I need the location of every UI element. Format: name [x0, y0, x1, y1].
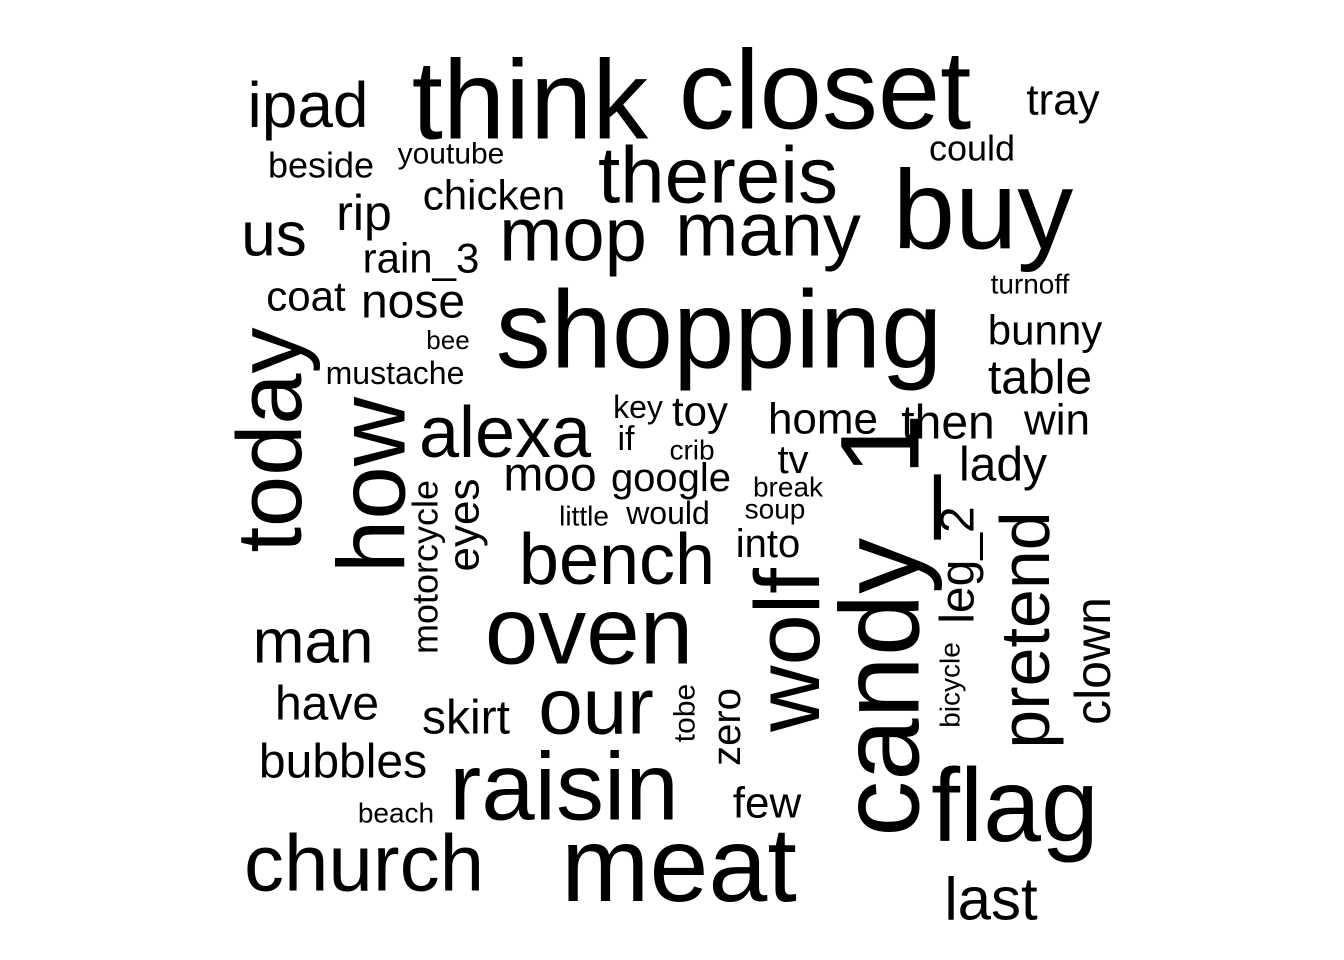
word-crib: crib — [669, 435, 714, 466]
word-leg-2: leg_2 — [932, 506, 985, 623]
word-could: could — [929, 128, 1015, 169]
word-church: church — [244, 819, 484, 908]
word-alexa: alexa — [419, 393, 592, 473]
word-bicycle: bicycle — [935, 642, 966, 728]
word-buy: buy — [893, 148, 1074, 273]
word-turnoff: turnoff — [991, 269, 1070, 300]
word-tray: tray — [1026, 76, 1099, 125]
word-clown: clown — [1065, 597, 1121, 725]
word-think: think — [412, 38, 650, 163]
word-google: google — [611, 456, 731, 500]
word-many: many — [675, 188, 861, 273]
word-skirt: skirt — [422, 692, 510, 745]
word-pretend: pretend — [986, 511, 1064, 748]
word-mop: mop — [499, 193, 647, 278]
word-break: break — [753, 472, 824, 503]
word-if: if — [618, 420, 636, 458]
word-zero: zero — [705, 688, 749, 766]
word-nose: nose — [361, 276, 465, 329]
word-chicken: chicken — [423, 172, 565, 219]
word-today: today — [219, 327, 321, 552]
word-thereis: thereis — [598, 131, 838, 220]
word-would: would — [625, 495, 710, 531]
word-oven: oven — [485, 578, 693, 685]
word-candy-1: candy_1 — [818, 413, 943, 836]
word-coat: coat — [266, 273, 346, 320]
word-win: win — [1023, 396, 1090, 445]
word-tv: tv — [777, 438, 808, 482]
word-key: key — [613, 389, 663, 425]
word-our: our — [538, 662, 654, 751]
word-mustache: mustache — [326, 355, 465, 391]
word-flag: flag — [931, 748, 1099, 864]
word-table: table — [988, 352, 1092, 405]
word-rip: rip — [336, 185, 392, 241]
word-beside: beside — [268, 145, 374, 186]
word-us: us — [241, 201, 306, 270]
word-home: home — [768, 395, 878, 444]
word-how: how — [319, 396, 426, 573]
word-beach: beach — [358, 798, 434, 829]
word-man: man — [253, 608, 374, 677]
word-eyes: eyes — [440, 479, 489, 572]
word-soup: soup — [745, 494, 806, 525]
word-tobe: tobe — [669, 684, 702, 742]
word-ipad: ipad — [248, 69, 369, 141]
word-last: last — [944, 866, 1038, 933]
word-bubbles: bubbles — [259, 736, 427, 789]
word-closet: closet — [679, 28, 972, 153]
word-rain-3: rain_3 — [363, 235, 480, 282]
word-lady: lady — [959, 439, 1047, 492]
word-motorcycle: motorcycle — [405, 480, 446, 654]
word-toy: toy — [672, 388, 728, 435]
word-into: into — [736, 522, 801, 566]
word-little: little — [559, 501, 609, 532]
word-few: few — [733, 779, 802, 828]
word-meat: meat — [561, 806, 797, 924]
word-youtube: youtube — [398, 138, 505, 171]
word-wolf: wolf — [737, 568, 839, 733]
word-bunny: bunny — [988, 307, 1102, 354]
word-bench: bench — [519, 520, 715, 600]
word-raisin: raisin — [449, 734, 678, 841]
word-have: have — [275, 678, 379, 731]
word-then: then — [901, 397, 994, 450]
word-shopping: shopping — [496, 269, 943, 392]
word-moo: moo — [503, 449, 596, 502]
word-bee: bee — [426, 325, 469, 355]
